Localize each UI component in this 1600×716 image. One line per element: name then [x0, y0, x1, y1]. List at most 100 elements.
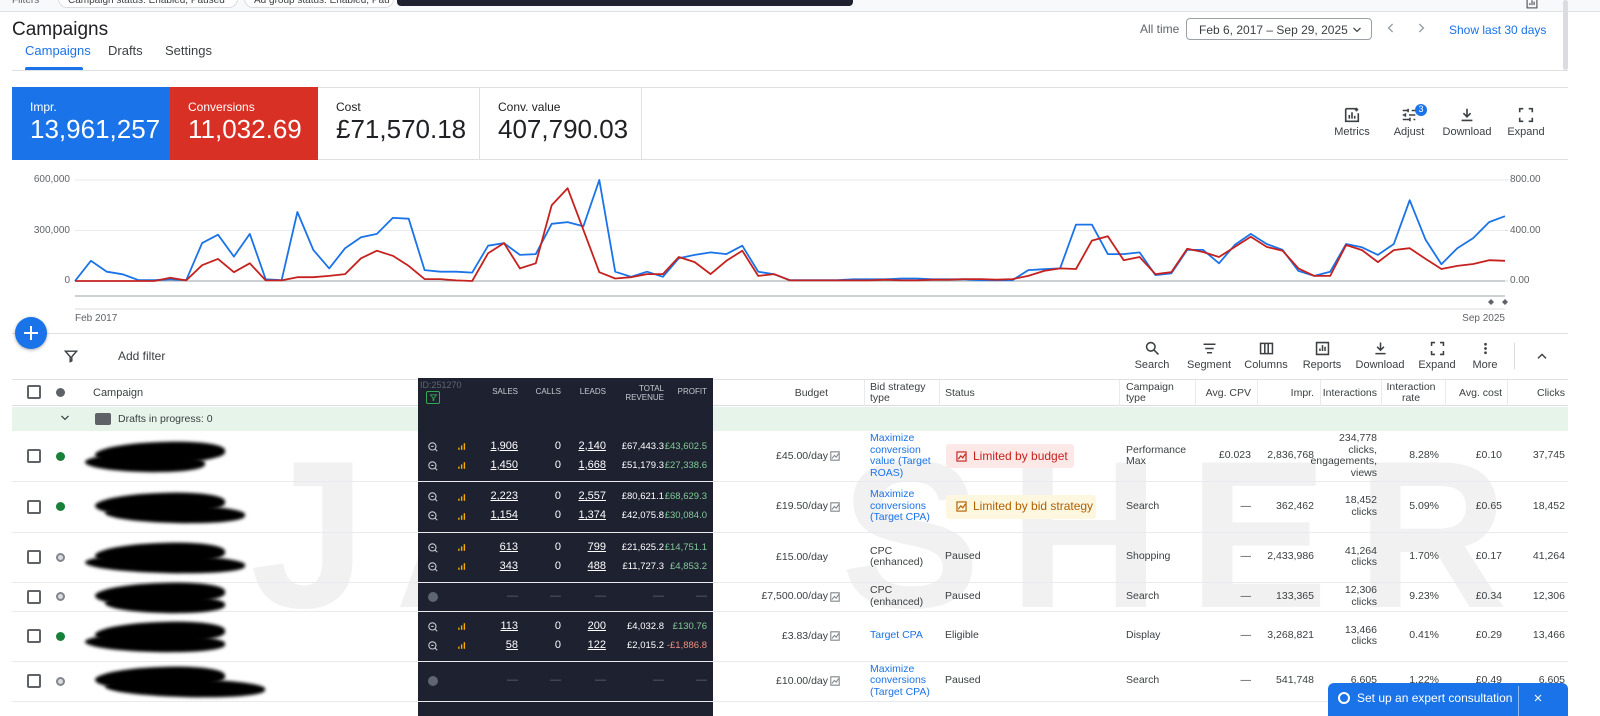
- row-checkbox[interactable]: [27, 449, 41, 463]
- icon: [1145, 341, 1159, 355]
- table-tool-label[interactable]: Columns: [1244, 359, 1288, 372]
- table-tool-label[interactable]: Reports: [1302, 359, 1342, 372]
- scorecard-label: Conv. value: [498, 99, 561, 114]
- column-header[interactable]: Campaign type: [1126, 381, 1174, 404]
- column-header[interactable]: Avg. CPV: [1205, 386, 1251, 399]
- overlay-value: £68,629.3: [664, 491, 707, 503]
- icon: [457, 642, 465, 649]
- overlay-value: 0: [554, 439, 561, 452]
- column-separator: [1257, 380, 1258, 406]
- icon-bar: [460, 625, 462, 630]
- icon-dot: [1483, 350, 1487, 354]
- column-header[interactable]: Bid strategy type: [870, 381, 926, 404]
- column-header[interactable]: Clicks: [1537, 386, 1565, 399]
- add-filter[interactable]: Add filter: [118, 348, 166, 363]
- show-last-30[interactable]: Show last 30 days: [1449, 22, 1547, 37]
- tab[interactable]: Drafts: [108, 43, 143, 59]
- dark-overlay-bar: [397, 0, 853, 6]
- overlay-id: ID:251270: [420, 379, 462, 390]
- overlay-value: —: [507, 589, 518, 602]
- overlay-value: £2,015.2: [627, 639, 664, 651]
- overlay-value: —: [550, 674, 561, 687]
- icon: [428, 460, 438, 471]
- row-checkbox[interactable]: [27, 499, 41, 514]
- cell-avg-cost: £0.65: [1475, 499, 1502, 512]
- status-dot-paused: [56, 592, 65, 601]
- chart-tool-label[interactable]: Expand: [1507, 126, 1545, 139]
- info-icon: [428, 591, 438, 602]
- header-checkbox[interactable]: [27, 385, 41, 399]
- table-tool-label[interactable]: Expand: [1418, 359, 1456, 372]
- redaction: [104, 676, 266, 700]
- scorecard[interactable]: [12, 87, 170, 160]
- overlay-value: 1,450: [490, 458, 518, 471]
- icon-stroke: [1153, 349, 1159, 355]
- scorecard[interactable]: [480, 87, 642, 160]
- tab[interactable]: Settings: [165, 43, 212, 59]
- scorecard[interactable]: [318, 87, 480, 160]
- y-tick-label: 600,000: [33, 174, 70, 185]
- icon: [1374, 342, 1386, 354]
- row-divider: [12, 611, 1568, 612]
- chart-tool-label[interactable]: Metrics: [1334, 126, 1370, 139]
- cell-avg-cost: £0.49: [1475, 674, 1502, 687]
- column-header[interactable]: Interaction rate: [1386, 381, 1436, 404]
- chart-tool-label[interactable]: Adjust: [1393, 126, 1425, 139]
- column-header[interactable]: Avg. cost: [1459, 386, 1502, 399]
- cell-clicks: 12,306: [1532, 589, 1565, 602]
- column-header[interactable]: Interactions: [1322, 386, 1377, 399]
- column-header[interactable]: Budget: [794, 386, 828, 399]
- icon: [1461, 108, 1473, 122]
- icon-bar: [460, 644, 462, 649]
- icon-stroke: [428, 441, 437, 451]
- overlay-header: PROFIT: [677, 387, 707, 397]
- icon-stroke: [1203, 342, 1215, 354]
- row-checkbox[interactable]: [27, 629, 41, 643]
- scorecard-panel: [12, 87, 1568, 160]
- row-checkbox[interactable]: [27, 674, 41, 688]
- column-separator: [1507, 380, 1508, 406]
- table-tool-label[interactable]: Search: [1134, 359, 1170, 372]
- cell-bid[interactable]: Maximize conversions (Target CPA): [870, 662, 930, 698]
- column-header[interactable]: Campaign: [93, 386, 144, 399]
- tabs-divider: [12, 70, 1568, 71]
- cell-bid[interactable]: Target CPA: [870, 629, 923, 642]
- date-dropdown[interactable]: [1186, 18, 1372, 40]
- row-checkbox[interactable]: [27, 589, 41, 604]
- consult-banner[interactable]: [1328, 683, 1568, 716]
- row-checkbox[interactable]: [27, 550, 41, 564]
- cell-bid[interactable]: Maximize conversions (Target CPA): [870, 488, 930, 524]
- scorecard-value: 407,790.03: [498, 114, 629, 145]
- icon-stroke: [830, 676, 840, 686]
- overlay-value: 0: [554, 490, 561, 503]
- overlay-value: £51,179.3: [621, 459, 664, 471]
- budget: £3.83/day: [781, 629, 828, 642]
- column-separator: [1445, 380, 1446, 406]
- table-tool-label[interactable]: Segment: [1186, 359, 1232, 372]
- column-header[interactable]: Impr.: [1290, 386, 1314, 399]
- tab[interactable]: Campaigns: [25, 43, 91, 59]
- cell-avg-cost: £0.17: [1475, 550, 1502, 563]
- chart-tool-label[interactable]: Download: [1442, 126, 1492, 139]
- icon-bar: [460, 514, 462, 520]
- overlay-value: —: [696, 674, 707, 687]
- icon: [428, 492, 438, 502]
- cell-impr: 133,365: [1276, 589, 1314, 602]
- chart: [74, 179, 1508, 310]
- icon: [457, 462, 465, 469]
- info-icon: [428, 676, 438, 686]
- cell-bid[interactable]: Maximize conversion value (Target ROAS): [870, 432, 931, 479]
- icon-stroke: [830, 451, 840, 461]
- table-tool-label[interactable]: More: [1472, 359, 1498, 372]
- column-header[interactable]: Status: [945, 386, 975, 399]
- cell-cpv: —: [1240, 499, 1252, 512]
- table-tool-label[interactable]: Download: [1355, 359, 1405, 372]
- cell-cpv: £0.023: [1218, 449, 1251, 462]
- icon: [830, 501, 840, 512]
- cell-rate: 0.41%: [1409, 629, 1439, 642]
- column-separator: [1119, 380, 1120, 406]
- scorecard-value: 13,961,257: [30, 114, 161, 145]
- scorecard[interactable]: [170, 87, 318, 160]
- icon-stroke: [1461, 108, 1473, 122]
- icon-stroke: [1526, 0, 1538, 9]
